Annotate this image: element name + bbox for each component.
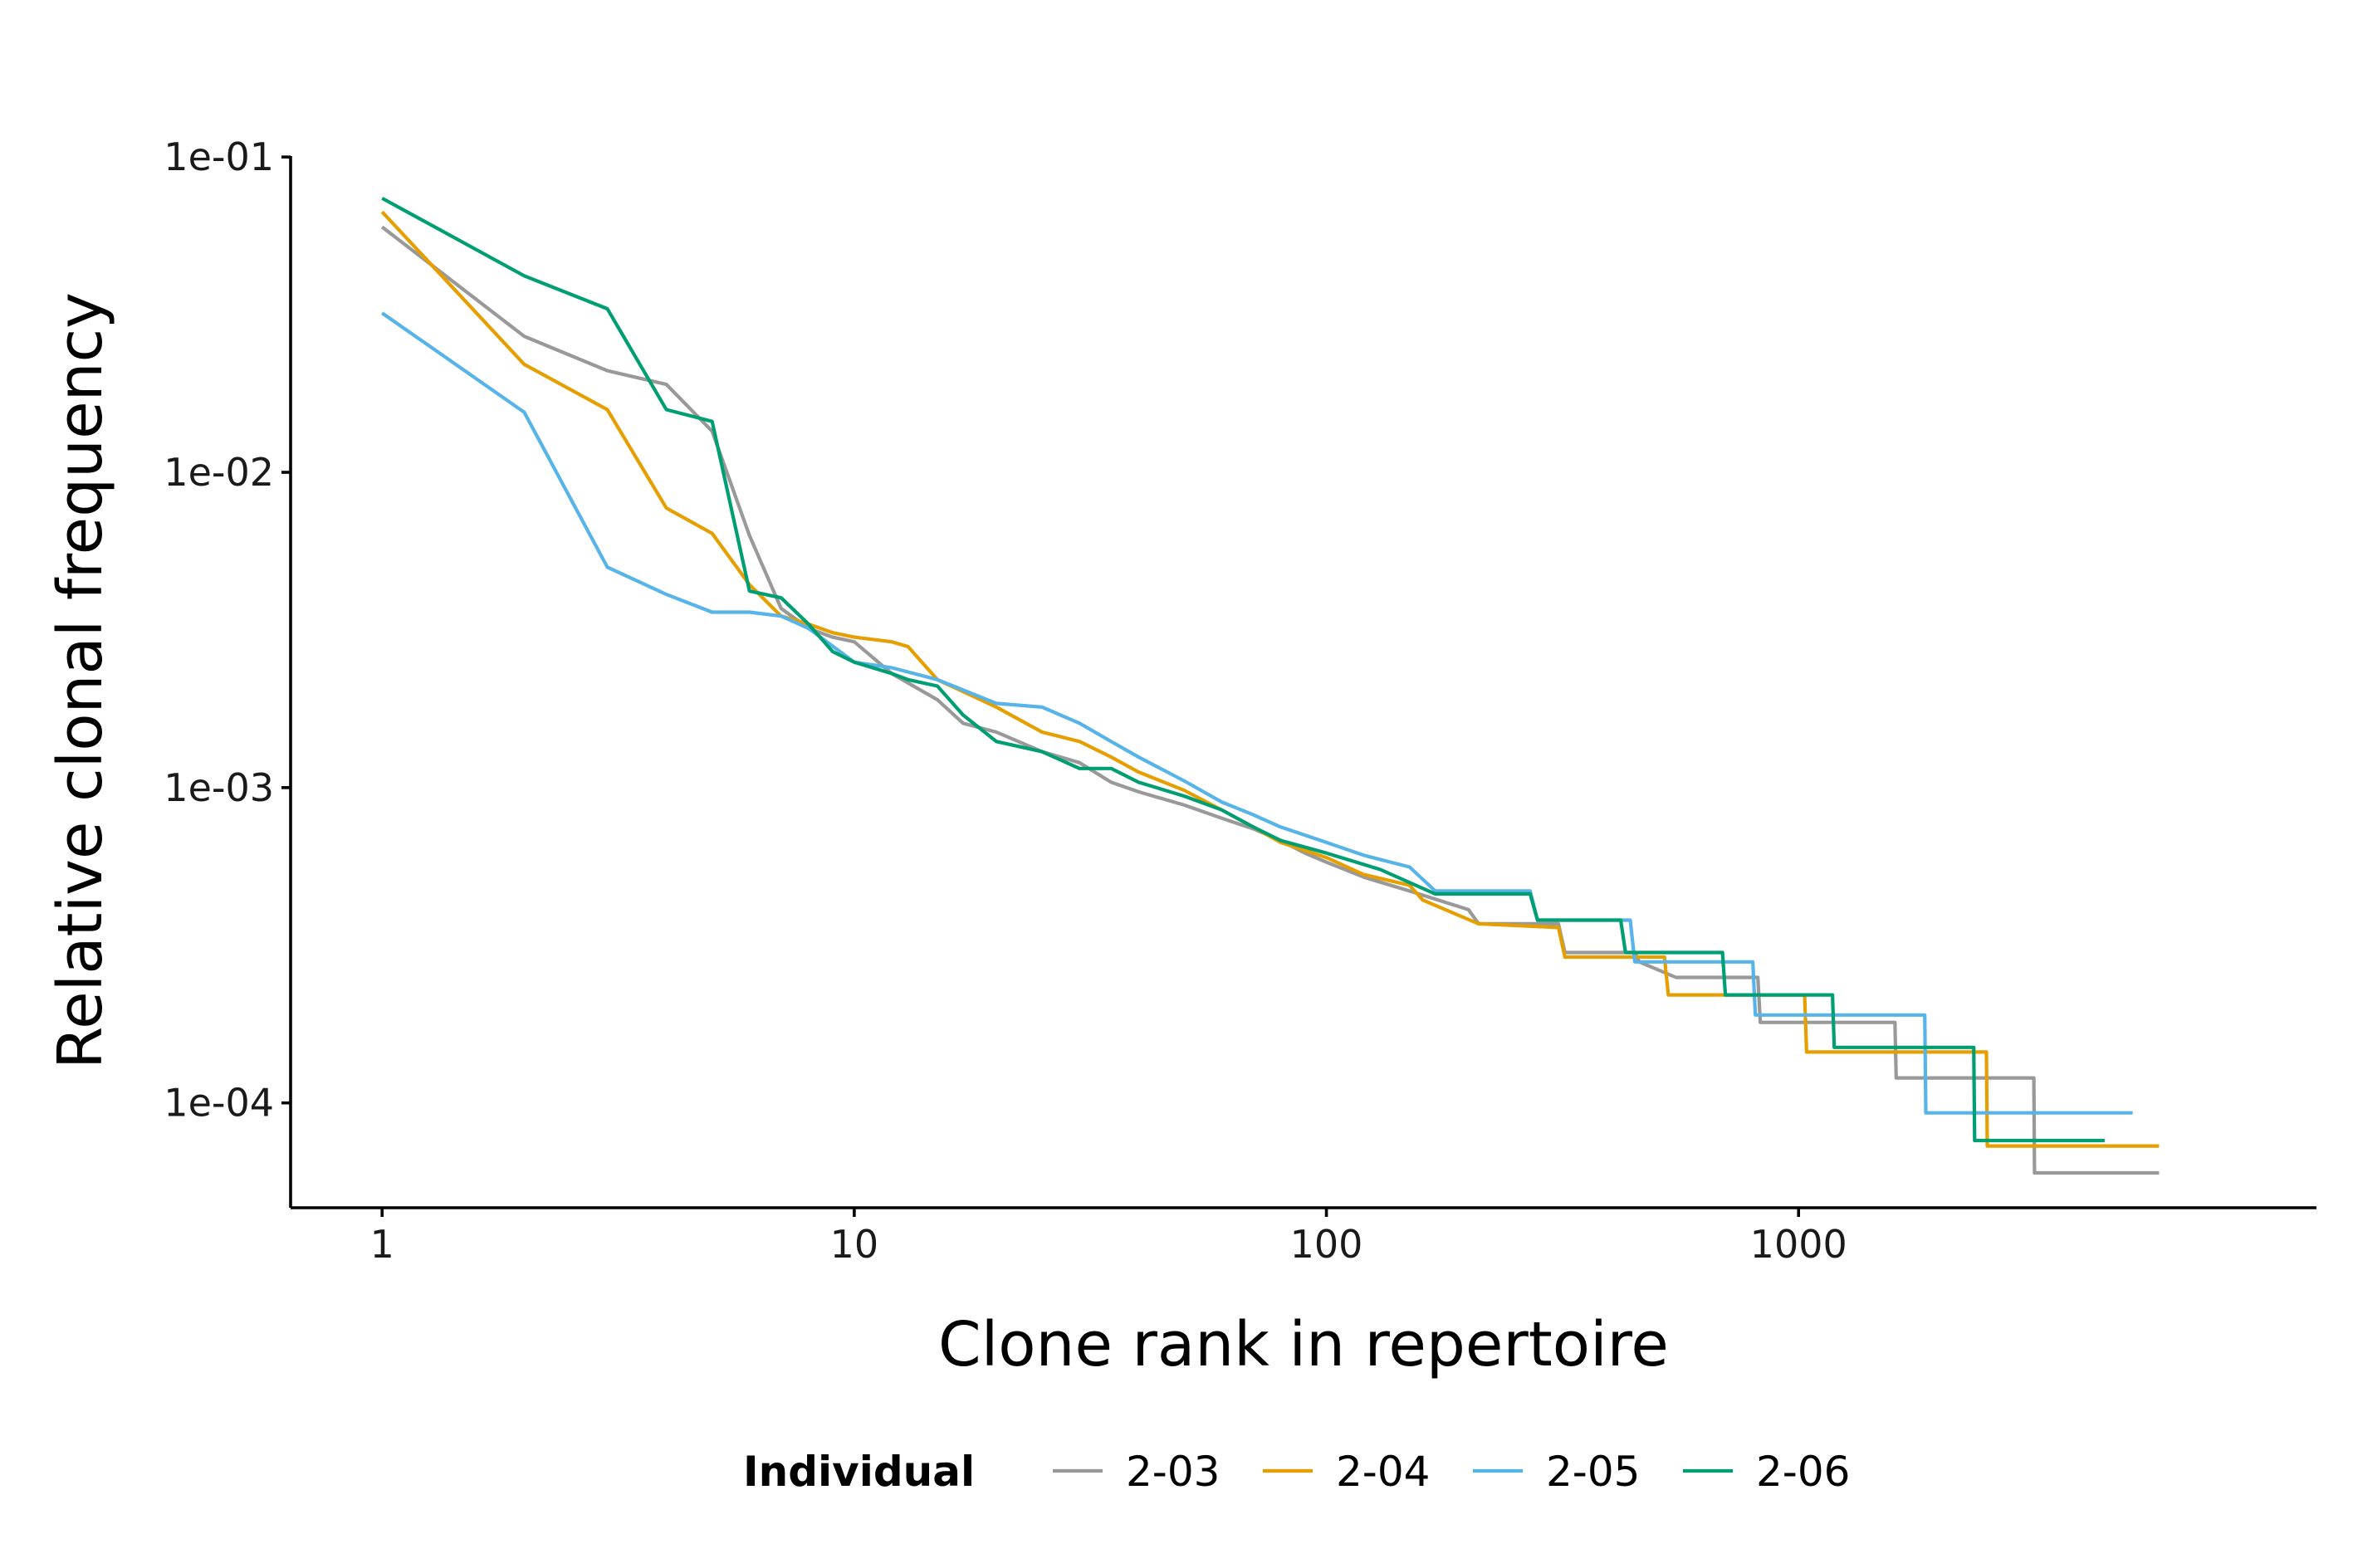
legend: Individual 2-03 2-04 2-05 2-06 <box>743 1448 1850 1496</box>
legend-label-2-03: 2-03 <box>1126 1448 1220 1496</box>
y-tick-label: 1e-03 <box>164 765 274 810</box>
series-line-2-04 <box>380 210 2160 1148</box>
x-tick-label: 1000 <box>1750 1222 1847 1267</box>
y-tick-label: 1e-04 <box>164 1081 274 1126</box>
x-axis-ticks: 1 10 100 1000 <box>370 1208 1847 1267</box>
series-line-2-06 <box>381 196 2105 1143</box>
y-tick-label: 1e-02 <box>164 450 274 495</box>
x-tick-label: 100 <box>1290 1222 1363 1267</box>
legend-label-2-06: 2-06 <box>1756 1448 1850 1496</box>
legend-title: Individual <box>743 1448 975 1496</box>
series-line-2-03 <box>380 225 2160 1175</box>
y-axis-title: Relative clonal frequency <box>45 292 116 1069</box>
series-line-2-05 <box>380 311 2133 1115</box>
legend-label-2-04: 2-04 <box>1336 1448 1430 1496</box>
series-layer <box>380 196 2160 1175</box>
y-tick-label: 1e-01 <box>164 134 274 179</box>
x-axis-title: Clone rank in repertoire <box>938 1309 1669 1380</box>
y-axis-ticks: 1e-01 1e-02 1e-03 1e-04 <box>164 134 291 1126</box>
x-tick-label: 1 <box>370 1222 394 1267</box>
legend-label-2-05: 2-05 <box>1546 1448 1640 1496</box>
legend-items: 2-03 2-04 2-05 2-06 <box>1053 1448 1850 1496</box>
axes-layer: 1e-01 1e-02 1e-03 1e-04 1 10 100 1000 <box>164 134 2316 1267</box>
x-tick-label: 10 <box>830 1222 879 1267</box>
